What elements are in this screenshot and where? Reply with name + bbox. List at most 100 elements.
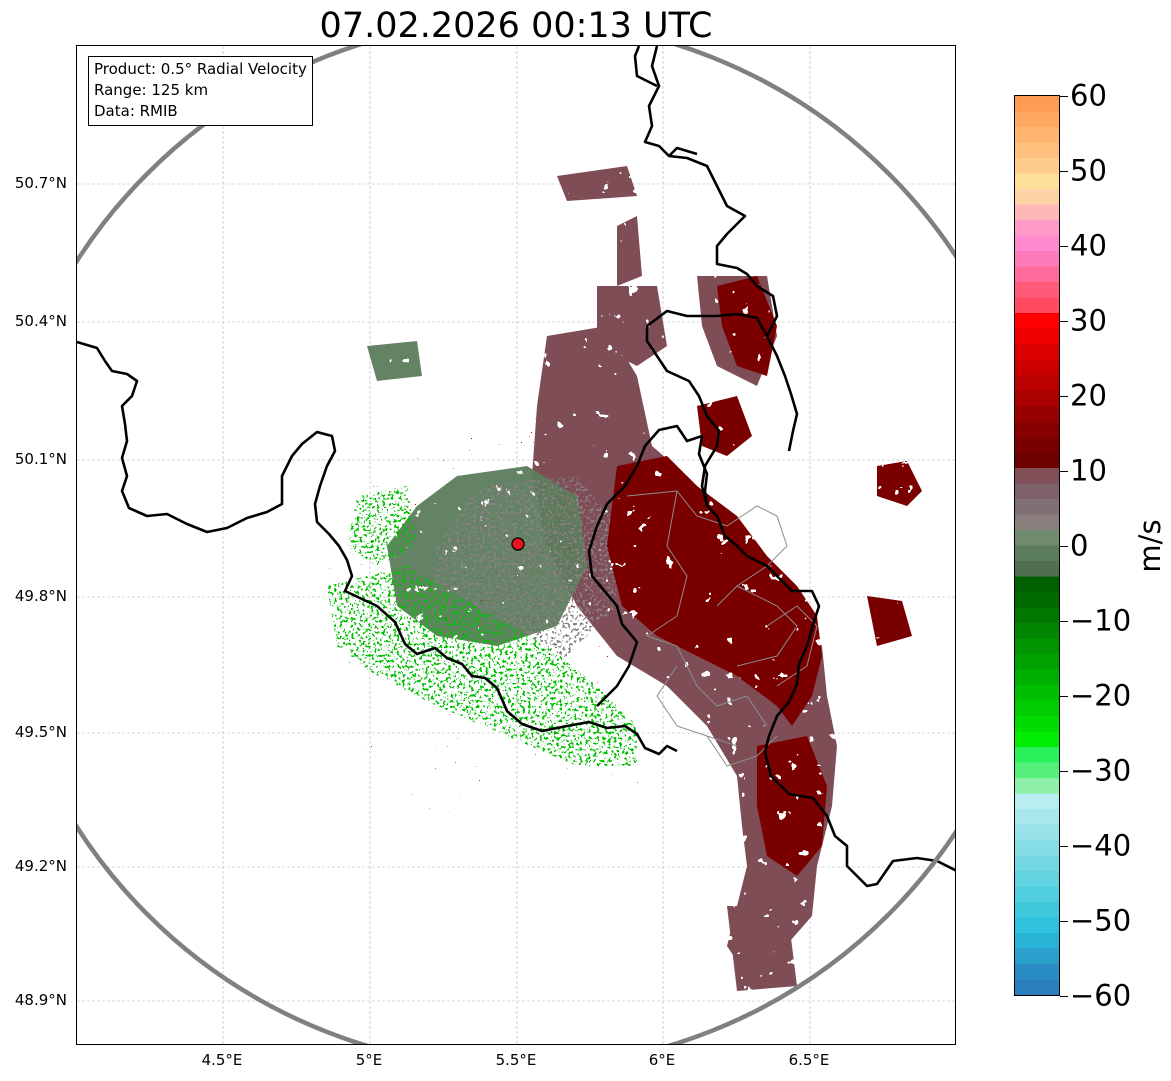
colorbar-band — [1015, 266, 1059, 283]
colorbar-tick — [1060, 696, 1068, 697]
colorbar-tick — [1060, 96, 1068, 97]
colorbar-band — [1015, 313, 1059, 330]
colorbar-band — [1015, 654, 1059, 671]
product-info-box: Product: 0.5° Radial Velocity Range: 125… — [88, 56, 313, 126]
colorbar-band — [1015, 778, 1059, 795]
colorbar-band — [1015, 359, 1059, 376]
colorbar-tick-label: 20 — [1070, 378, 1107, 413]
colorbar-tick-label: 40 — [1070, 228, 1107, 263]
map-canvas[interactable] — [77, 46, 956, 1045]
colorbar-tick — [1060, 171, 1068, 172]
colorbar-band — [1015, 297, 1059, 314]
colorbar-band — [1015, 530, 1059, 547]
colorbar-tick-label: −40 — [1070, 828, 1132, 863]
colorbar-band — [1015, 220, 1059, 237]
colorbar-tick — [1060, 621, 1068, 622]
colorbar-tick — [1060, 396, 1068, 397]
colorbar-band — [1015, 452, 1059, 469]
lat-label: 49.8°N — [14, 587, 67, 605]
colorbar-band — [1015, 514, 1059, 531]
colorbar-band — [1015, 793, 1059, 810]
colorbar-band — [1015, 685, 1059, 702]
colorbar-band — [1015, 917, 1059, 934]
colorbar-tick — [1060, 996, 1068, 997]
info-range: Range: 125 km — [94, 81, 209, 99]
colorbar-tick — [1060, 921, 1068, 922]
colorbar-band — [1015, 809, 1059, 826]
colorbar-tick-label: −10 — [1070, 603, 1132, 638]
colorbar-band — [1015, 855, 1059, 872]
radar-map[interactable] — [76, 45, 956, 1045]
colorbar-band — [1015, 204, 1059, 221]
colorbar-band — [1015, 840, 1059, 857]
colorbar-band — [1015, 375, 1059, 392]
colorbar-band — [1015, 607, 1059, 624]
colorbar-band — [1015, 731, 1059, 748]
colorbar-band — [1015, 251, 1059, 268]
lon-label: 6°E — [648, 1051, 676, 1069]
colorbar-band — [1015, 747, 1059, 764]
colorbar-band — [1015, 421, 1059, 438]
colorbar-tick-label: 30 — [1070, 303, 1107, 338]
colorbar-band — [1015, 390, 1059, 407]
colorbar-band — [1015, 638, 1059, 655]
colorbar-tick — [1060, 846, 1068, 847]
colorbar-unit-label: m/s — [1133, 519, 1167, 573]
colorbar-band — [1015, 127, 1059, 144]
colorbar-band — [1015, 173, 1059, 190]
colorbar-band — [1015, 824, 1059, 841]
colorbar-band — [1015, 111, 1059, 128]
colorbar-band — [1015, 96, 1059, 113]
colorbar-band — [1015, 468, 1059, 485]
radar-site-marker[interactable] — [511, 537, 525, 551]
lon-label: 5.5°E — [495, 1051, 537, 1069]
colorbar-band — [1015, 235, 1059, 252]
colorbar-band — [1015, 344, 1059, 361]
colorbar-band — [1015, 716, 1059, 733]
colorbar-tick — [1060, 246, 1068, 247]
colorbar-tick — [1060, 471, 1068, 472]
colorbar-band — [1015, 437, 1059, 454]
colorbar-band — [1015, 886, 1059, 903]
colorbar-band — [1015, 964, 1059, 981]
colorbar-tick-label: 0 — [1070, 528, 1089, 563]
lat-label: 49.2°N — [14, 857, 67, 875]
colorbar-tick — [1060, 546, 1068, 547]
colorbar-tick-label: 50 — [1070, 153, 1107, 188]
lat-label: 50.1°N — [14, 450, 67, 468]
colorbar-tick — [1060, 771, 1068, 772]
colorbar-band — [1015, 282, 1059, 299]
colorbar-tick-label: −30 — [1070, 753, 1132, 788]
colorbar-band — [1015, 902, 1059, 919]
national-borders — [77, 46, 955, 888]
map-title: 07.02.2026 00:13 UTC — [319, 6, 713, 46]
colorbar-band — [1015, 933, 1059, 950]
lon-label: 5°E — [355, 1051, 383, 1069]
colorbar-band — [1015, 979, 1059, 995]
info-product: Product: 0.5° Radial Velocity — [94, 60, 307, 78]
colorbar-tick-label: −60 — [1070, 978, 1132, 1013]
colorbar-band — [1015, 499, 1059, 516]
colorbar-band — [1015, 762, 1059, 779]
velocity-colorbar — [1014, 95, 1060, 996]
lat-label: 50.4°N — [14, 312, 67, 330]
colorbar-tick-label: −20 — [1070, 678, 1132, 713]
colorbar-tick-label: 60 — [1070, 78, 1107, 113]
lon-label: 4.5°E — [201, 1051, 243, 1069]
colorbar-band — [1015, 483, 1059, 500]
colorbar-band — [1015, 669, 1059, 686]
colorbar-band — [1015, 623, 1059, 640]
lat-label: 50.7°N — [14, 174, 67, 192]
colorbar-band — [1015, 158, 1059, 175]
colorbar-tick — [1060, 321, 1068, 322]
colorbar-tick-label: −50 — [1070, 903, 1132, 938]
colorbar-band — [1015, 328, 1059, 345]
colorbar-band — [1015, 561, 1059, 578]
colorbar-band — [1015, 545, 1059, 562]
info-source: Data: RMIB — [94, 102, 178, 120]
lat-label: 48.9°N — [14, 991, 67, 1009]
colorbar-band — [1015, 576, 1059, 593]
radial-velocity-echoes — [307, 166, 922, 991]
colorbar-tick-label: 10 — [1070, 453, 1107, 488]
colorbar-band — [1015, 142, 1059, 159]
